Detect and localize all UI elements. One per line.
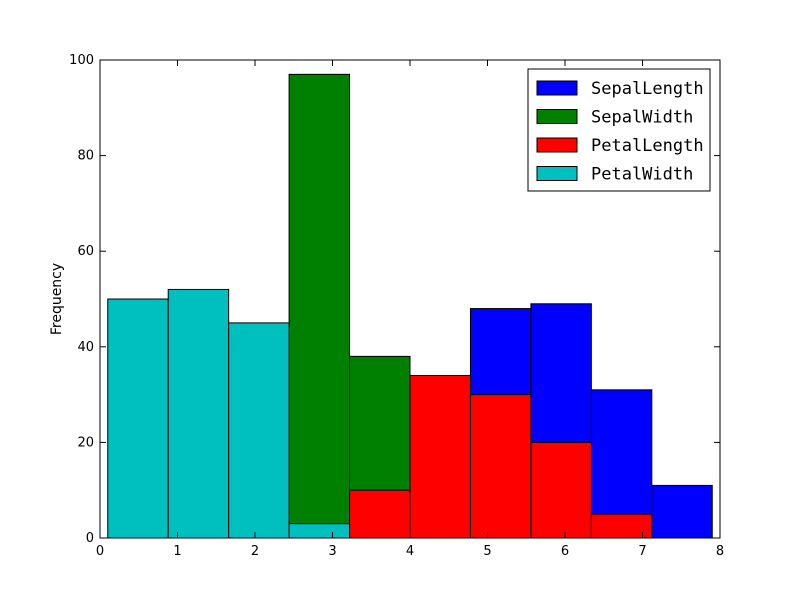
- legend-label-sepallength: SepalLength: [591, 79, 704, 99]
- x-tick-label: 8: [716, 544, 724, 559]
- bar-petalwidth-bin-1: [167, 288, 230, 539]
- x-tick-label: 6: [561, 544, 569, 559]
- x-tick-label: 5: [483, 544, 491, 559]
- legend: SepalLength SepalWidth PetalLength PetalWid…: [527, 68, 711, 192]
- y-tick-label: 20: [77, 435, 94, 450]
- y-tick-label: 40: [77, 340, 94, 355]
- x-tick-label: 1: [173, 544, 181, 559]
- x-tick-label: 0: [96, 544, 104, 559]
- y-axis-label: Frequency: [49, 263, 65, 335]
- bar-petallength-bin-4: [349, 489, 411, 539]
- bar-sepalwidth-bin-3: [288, 73, 351, 539]
- legend-label-petallength: PetalLength: [591, 136, 704, 156]
- x-tick-label: 4: [406, 544, 414, 559]
- bar-petallength-bin-7: [530, 441, 592, 539]
- bars-layer: [107, 73, 713, 539]
- bar-petallength-bin-6: [469, 394, 532, 539]
- legend-swatch-sepallength: [536, 80, 578, 96]
- y-tick-label: 60: [77, 244, 94, 259]
- x-tick-label: 2: [251, 544, 259, 559]
- y-tick-label: 100: [69, 53, 94, 68]
- bar-petalwidth-bin-2: [228, 322, 290, 539]
- bar-sepallength-bin-9: [651, 484, 713, 539]
- bar-petallength-bin-5: [409, 374, 471, 539]
- bar-petalwidth-bin-0: [107, 298, 169, 539]
- y-tick-label: 0: [86, 531, 94, 546]
- y-tick-label: 80: [77, 149, 94, 164]
- legend-swatch-sepalwidth: [536, 109, 578, 124]
- x-tick-label: 7: [638, 544, 646, 559]
- legend-swatch-petalwidth: [536, 166, 578, 181]
- legend-label-petalwidth: PetalWidth: [591, 165, 693, 185]
- legend-label-sepalwidth: SepalWidth: [591, 108, 693, 128]
- bar-petalwidth-bin-3: [288, 523, 351, 539]
- bar-sepallength-bin-8: [590, 389, 653, 539]
- legend-swatch-petallength: [536, 137, 578, 153]
- x-tick-label: 3: [328, 544, 336, 559]
